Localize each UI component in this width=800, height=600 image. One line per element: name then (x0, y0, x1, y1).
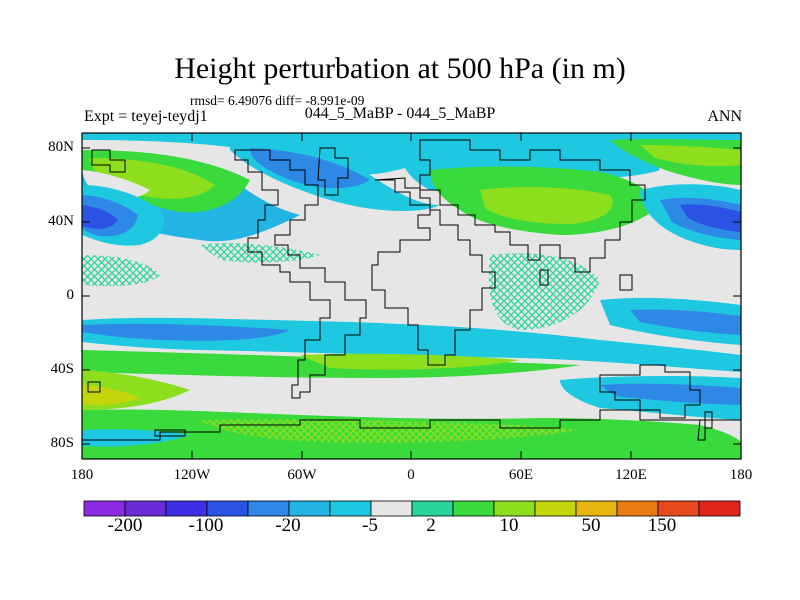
ne-pacific-ridge-core (640, 145, 741, 167)
case-subtitle: 044_5_MaBP - 044_5_MaBP (304, 105, 496, 122)
indian-ocean-hatch (488, 253, 600, 330)
lat-label-80s: 80S (50, 435, 74, 451)
tropical-pacific-hatch (82, 255, 160, 287)
south-ridge-core (300, 353, 520, 370)
colorbar-label: -200 (107, 515, 143, 536)
contour-field (82, 133, 741, 459)
lat-label-80n: 80N (48, 139, 74, 155)
colorbar-box (165, 500, 208, 517)
colorbar-label: -100 (188, 515, 224, 536)
lat-ticks (82, 147, 741, 445)
colorbar-label: 150 (647, 515, 677, 536)
colorbar-box (288, 500, 331, 517)
se-indian-trough-core (630, 309, 741, 335)
colorbar-box (493, 500, 536, 517)
colorbar-label: -20 (275, 515, 301, 536)
colorbar-label: 50 (581, 515, 601, 536)
colorbar-box (83, 500, 126, 517)
experiment-label: Expt = teyej-teydj1 (84, 108, 208, 125)
season-label: ANN (707, 108, 742, 125)
colorbar (83, 500, 741, 517)
antarctic-trough (82, 429, 190, 447)
south-trough-core (82, 323, 290, 341)
colorbar-box (247, 500, 290, 517)
tropical-america-hatch (200, 243, 320, 263)
colorbar-box (452, 500, 495, 517)
lon-label-60e: 60E (508, 467, 534, 483)
lon-label-180w: 180 (70, 467, 94, 483)
colorbar-box (575, 500, 618, 517)
lat-label-40s: 40S (50, 361, 74, 377)
lat-label-eq: 0 (66, 287, 75, 303)
colorbar-box (206, 500, 249, 517)
colorbar-box (411, 500, 454, 517)
s-pacific-trough-core (600, 383, 741, 405)
lon-label-60w: 60W (287, 467, 317, 483)
lat-label-40n: 40N (48, 213, 74, 229)
stats-line: rmsd= 6.49076 diff= -8.991e-09 (190, 93, 365, 108)
lon-label-180e: 180 (729, 467, 753, 483)
colorbar-box (616, 500, 659, 517)
colorbar-box (698, 500, 741, 517)
lon-label-120e: 120E (615, 467, 647, 483)
eurasia-ridge-core (480, 187, 613, 224)
colorbar-label: 2 (426, 515, 436, 536)
lon-ticks (81, 133, 742, 459)
colorbar-box (124, 500, 167, 517)
coastlines (82, 139, 741, 441)
colorbar-box (329, 500, 372, 517)
ne-pacific-low-core (680, 204, 741, 232)
lon-label-0: 0 (407, 467, 415, 483)
colorbar-box (370, 500, 413, 517)
lon-label-120w: 120W (173, 467, 211, 483)
colorbar-label: 10 (499, 515, 519, 536)
sw-pacific-ridge-core (82, 385, 140, 405)
w-pacific-low-core (82, 205, 118, 229)
colorbar-box (534, 500, 577, 517)
colorbar-box (657, 500, 700, 517)
colorbar-label: -5 (362, 515, 378, 536)
plot-title: Height perturbation at 500 hPa (in m) (174, 52, 626, 85)
